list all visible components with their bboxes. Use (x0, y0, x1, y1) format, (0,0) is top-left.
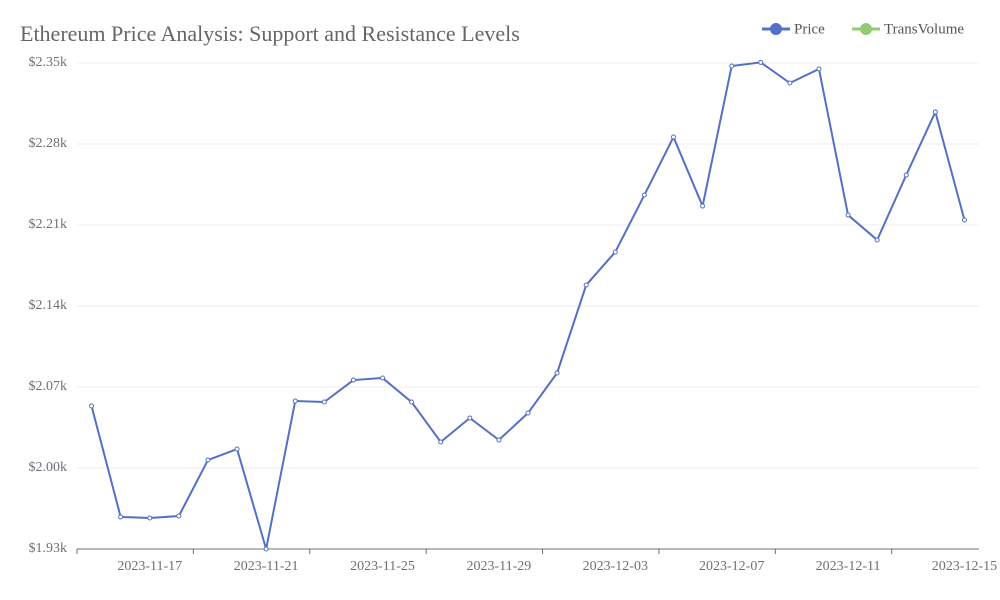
point (118, 514, 124, 520)
point (147, 515, 153, 521)
point (874, 237, 880, 243)
point (467, 415, 473, 421)
point (263, 546, 269, 552)
point (816, 66, 822, 72)
legend-icon-dot (770, 23, 782, 35)
point (903, 172, 909, 178)
point (758, 59, 764, 65)
point (409, 399, 415, 405)
legend-icon-dot (860, 23, 872, 35)
point (845, 212, 851, 218)
point (700, 203, 706, 209)
point (89, 403, 95, 409)
x-tick-label: 2023-11-21 (234, 559, 299, 574)
point (961, 217, 967, 223)
x-tick-label: 2023-12-15 (932, 559, 997, 574)
x-tick-label: 2023-11-29 (466, 559, 531, 574)
point (787, 80, 793, 86)
point (729, 63, 735, 69)
point (292, 398, 298, 404)
x-tick-label: 2023-11-17 (117, 559, 182, 574)
x-tick-label: 2023-11-25 (350, 559, 415, 574)
point (321, 399, 327, 405)
y-tick-label: $1.93k (29, 541, 68, 556)
y-tick-label: $2.07k (29, 379, 68, 394)
x-tick-label: 2023-12-03 (583, 559, 648, 574)
point (496, 437, 502, 443)
point (932, 109, 938, 115)
point (380, 375, 386, 381)
point (583, 282, 589, 288)
chart-title: Ethereum Price Analysis: Support and Res… (20, 21, 520, 46)
point (234, 446, 240, 452)
y-tick-label: $2.14k (29, 298, 68, 313)
x-tick-label: 2023-12-11 (816, 559, 881, 574)
y-tick-label: $2.21k (29, 217, 68, 232)
legend-label: TransVolume (884, 21, 964, 37)
y-tick-label: $2.35k (29, 55, 68, 70)
point (554, 370, 560, 376)
point (525, 410, 531, 416)
point (350, 377, 356, 383)
y-tick-label: $2.00k (29, 460, 68, 475)
point (670, 134, 676, 140)
legend-label: Price (794, 21, 825, 37)
x-tick-label: 2023-12-07 (699, 559, 764, 574)
point (612, 249, 618, 255)
point (641, 192, 647, 198)
point (205, 457, 211, 463)
y-tick-label: $2.28k (29, 136, 68, 151)
legend: Price TransVolume (762, 21, 964, 37)
point (438, 439, 444, 445)
point (176, 513, 182, 519)
